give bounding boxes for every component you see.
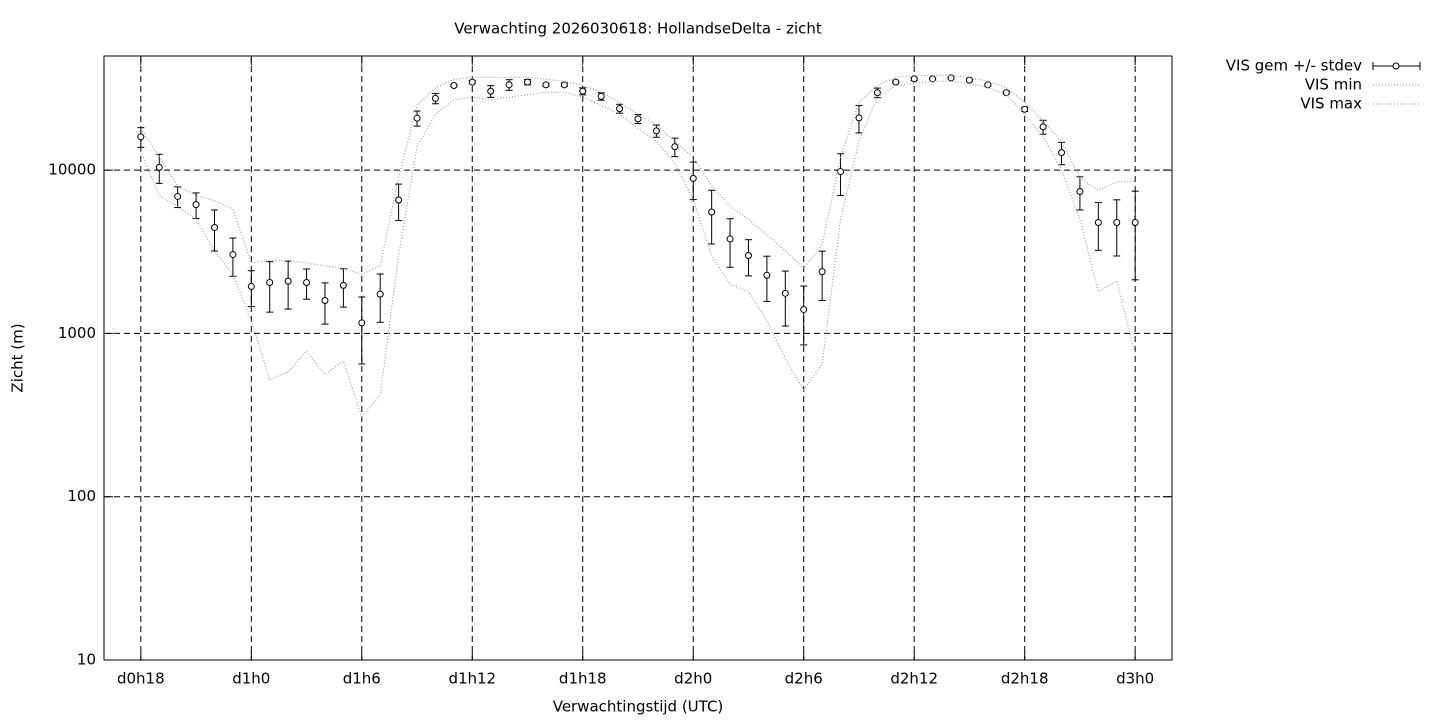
data-point	[542, 81, 550, 89]
data-point	[339, 281, 347, 289]
series-line	[140, 80, 1136, 418]
y-axis-label: Zicht (m)	[9, 323, 27, 392]
data-point	[855, 114, 863, 122]
data-point	[395, 196, 403, 204]
data-point	[358, 319, 366, 327]
data-point	[652, 127, 660, 135]
data-point	[800, 306, 808, 314]
data-point	[487, 87, 495, 95]
data-point	[892, 78, 900, 86]
data-point	[744, 252, 752, 260]
x-tick-label: d2h12	[890, 670, 938, 688]
data-point	[431, 94, 439, 102]
data-point	[229, 251, 237, 259]
x-tick-label: d1h18	[559, 670, 607, 688]
legend-label: VIS gem +/- stdev	[1226, 57, 1362, 75]
data-point	[671, 143, 679, 151]
data-point	[192, 201, 200, 209]
data-point	[284, 277, 292, 285]
x-axis-label: Verwachtingstijd (UTC)	[553, 698, 724, 716]
data-point	[763, 271, 771, 279]
data-point	[450, 81, 458, 89]
data-point	[560, 81, 568, 89]
data-point	[1039, 123, 1047, 131]
legend-label: VIS max	[1300, 95, 1362, 113]
data-point	[1021, 105, 1029, 113]
data-point	[524, 78, 532, 86]
data-point	[984, 81, 992, 89]
data-point	[781, 289, 789, 297]
data-point	[468, 78, 476, 86]
data-point	[1076, 187, 1084, 195]
data-point	[708, 208, 716, 216]
x-tick-label: d2h18	[1001, 670, 1049, 688]
data-point	[965, 76, 973, 84]
data-point	[873, 89, 881, 97]
plot-frame	[103, 55, 1173, 661]
legend-label: VIS min	[1305, 76, 1362, 94]
data-point	[413, 114, 421, 122]
y-tick-label: 1000	[58, 324, 96, 342]
chart-title: Verwachting 2026030618: HollandseDelta -…	[454, 20, 822, 38]
x-tick-label: d3h0	[1116, 670, 1154, 688]
data-point	[174, 192, 182, 200]
data-point	[210, 224, 218, 232]
data-point	[1002, 89, 1010, 97]
data-point	[155, 163, 163, 171]
x-tick-label: d0h18	[117, 670, 165, 688]
data-point	[689, 174, 697, 182]
data-point	[579, 87, 587, 95]
data-point	[303, 279, 311, 287]
data-point	[929, 75, 937, 83]
data-point	[266, 279, 274, 287]
data-point	[1131, 218, 1139, 226]
data-point	[616, 105, 624, 113]
data-point	[597, 92, 605, 100]
data-point	[818, 268, 826, 276]
x-tick-label: d2h6	[785, 670, 823, 688]
series-line	[140, 74, 1136, 276]
data-point	[947, 74, 955, 82]
data-point	[1113, 218, 1121, 226]
data-point	[1094, 218, 1102, 226]
x-tick-label: d2h0	[674, 670, 712, 688]
data-point	[726, 235, 734, 243]
x-tick-label: d1h0	[232, 670, 270, 688]
y-tick-label: 10000	[48, 161, 96, 179]
data-point	[1058, 149, 1066, 157]
x-tick-label: d1h12	[448, 670, 496, 688]
x-tick-label: d1h6	[343, 670, 381, 688]
y-tick-label: 10	[77, 651, 96, 669]
data-point	[376, 290, 384, 298]
data-point	[247, 282, 255, 290]
data-point	[634, 115, 642, 123]
data-point	[137, 133, 145, 141]
data-point	[505, 81, 513, 89]
data-point	[321, 297, 329, 305]
data-point	[910, 75, 918, 83]
y-tick-label: 100	[67, 487, 96, 505]
legend-swatch	[1392, 62, 1400, 70]
